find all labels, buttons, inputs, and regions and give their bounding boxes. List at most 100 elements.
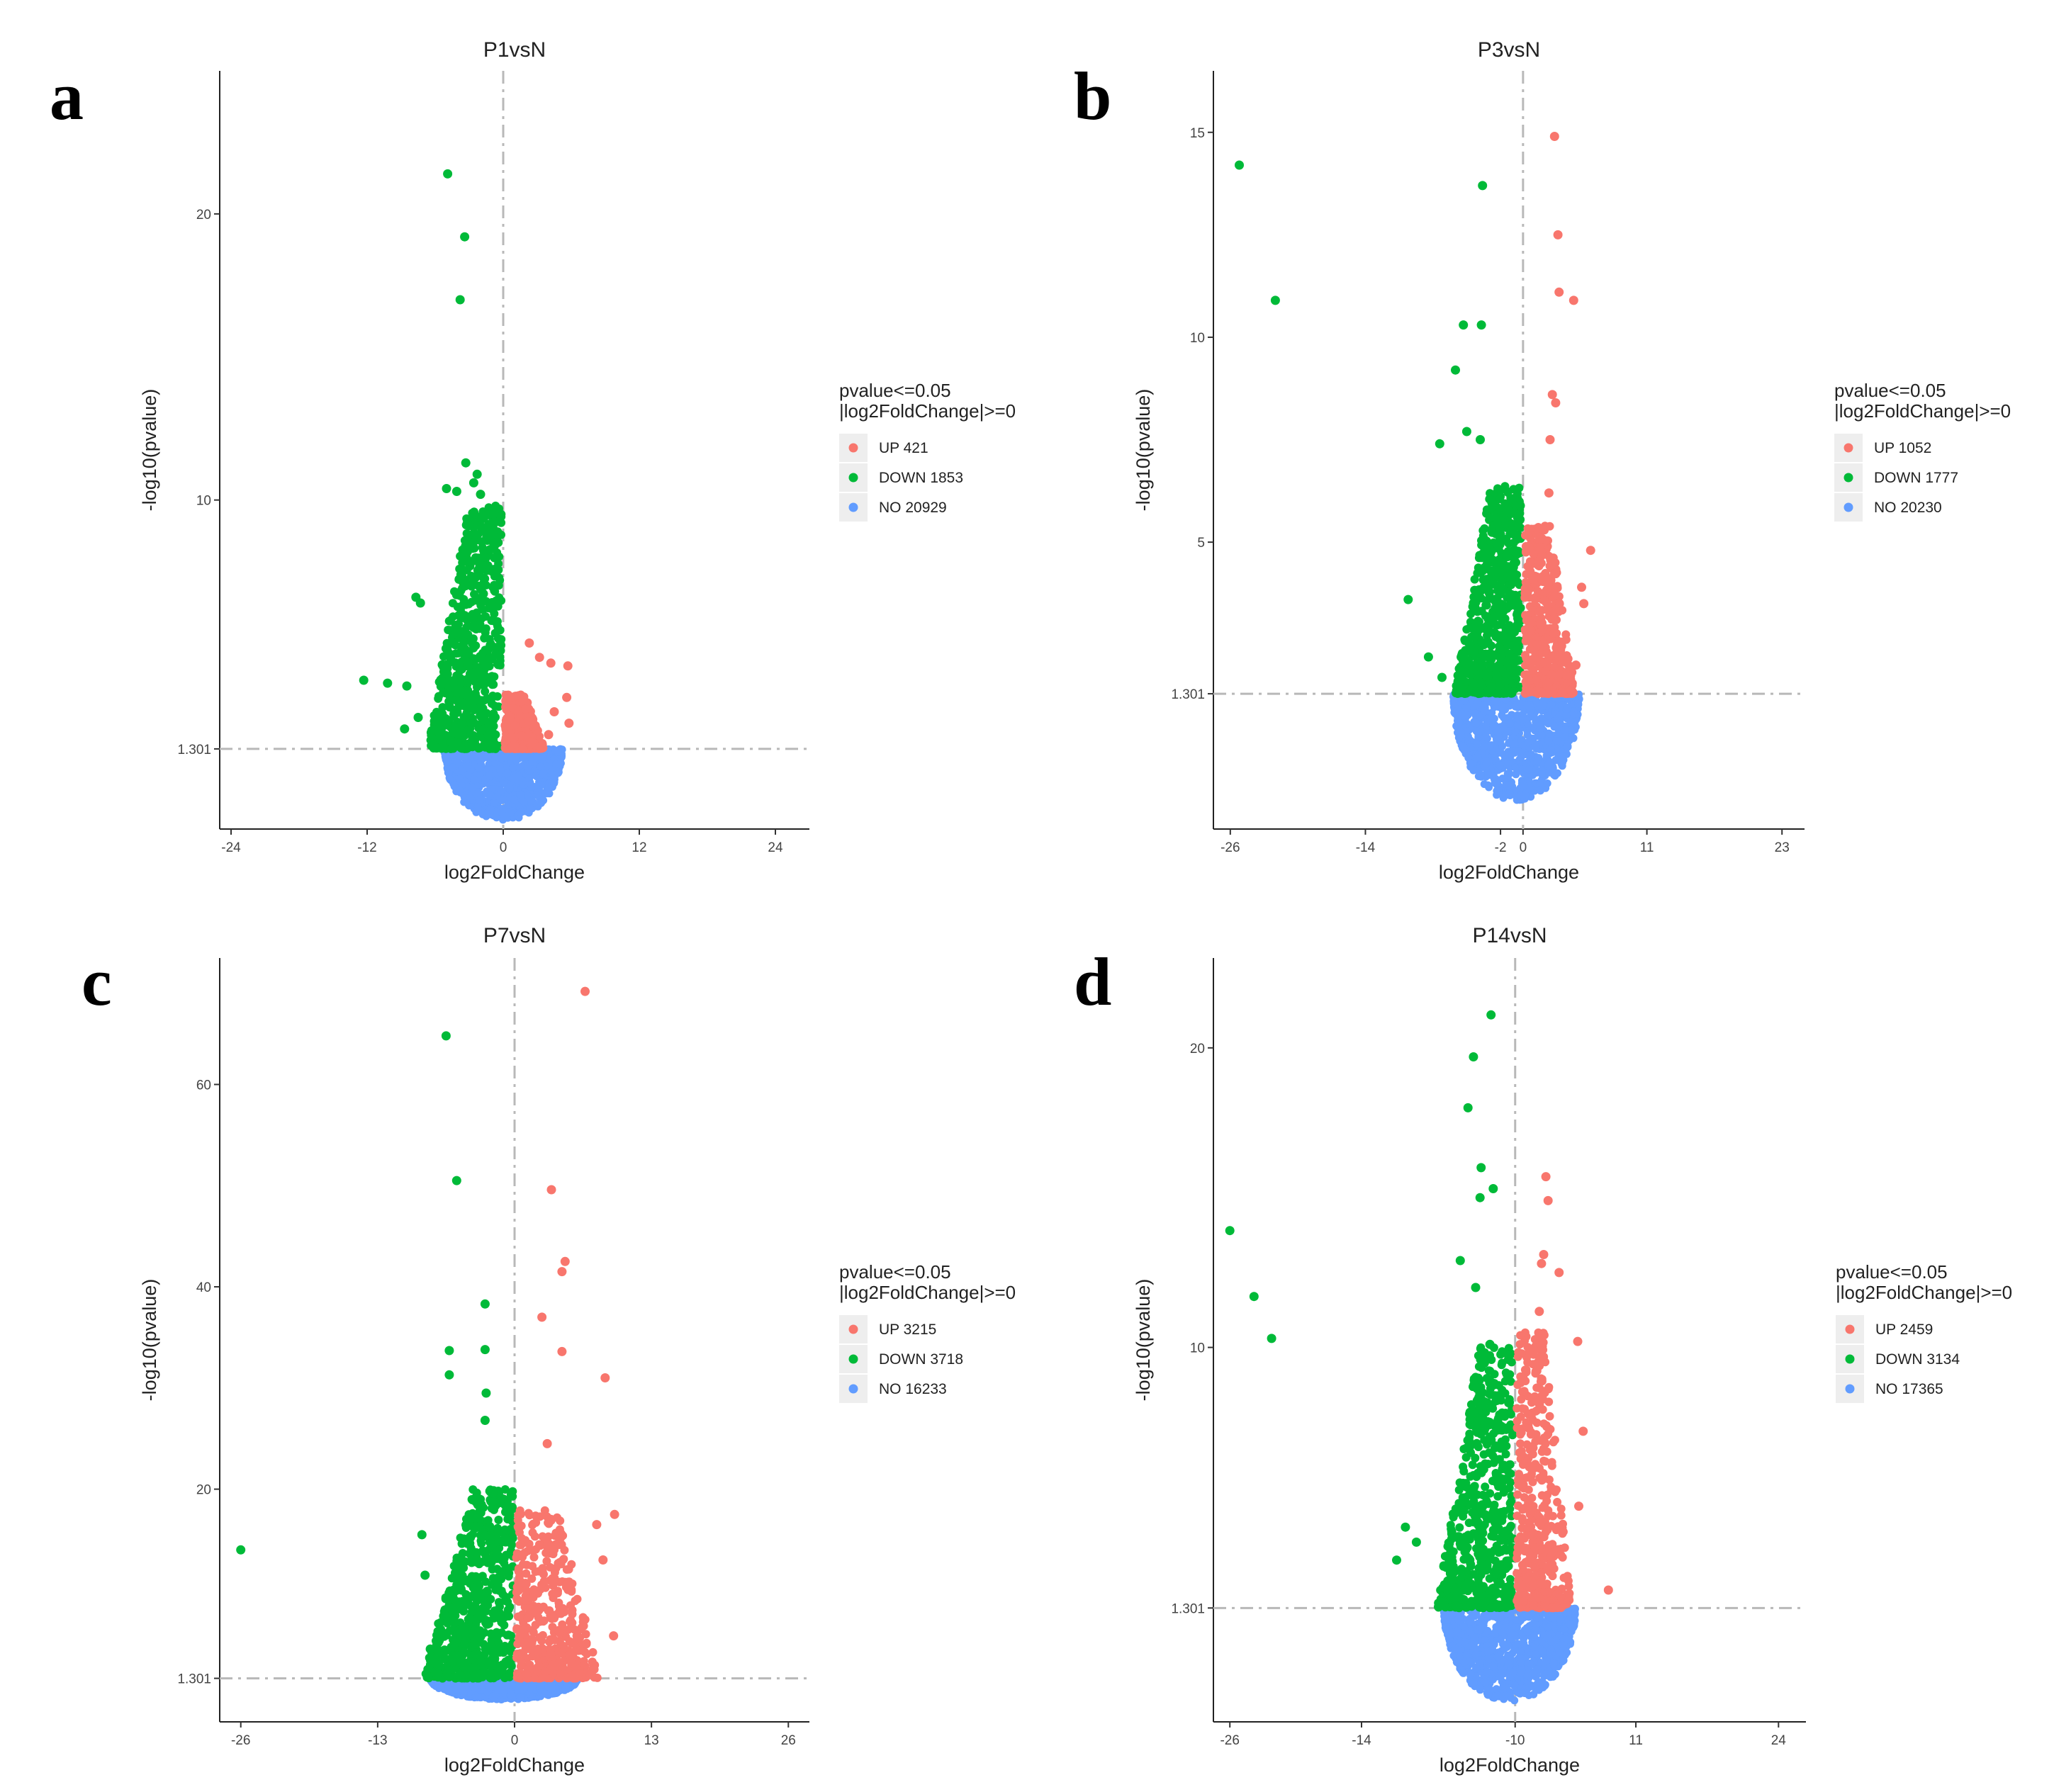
- point-no: [1454, 719, 1463, 728]
- point-no: [512, 756, 521, 765]
- point-up: [1549, 570, 1559, 579]
- point-down-outlier: [1451, 365, 1460, 375]
- point-down: [497, 530, 505, 539]
- y-tick-label: 10: [1190, 331, 1205, 346]
- point-down-outlier: [1476, 320, 1486, 330]
- point-down: [469, 697, 478, 706]
- y-tick-label: 1.301: [177, 743, 211, 757]
- point-down: [1484, 586, 1493, 595]
- point-down-outlier: [461, 458, 471, 468]
- y-tick-label: 20: [196, 208, 211, 222]
- point-down: [1496, 646, 1505, 655]
- point-no: [1482, 721, 1491, 730]
- point-down: [477, 537, 486, 546]
- point-down: [481, 687, 490, 696]
- point-down: [449, 678, 459, 687]
- point-down: [481, 580, 490, 590]
- point-down: [1477, 585, 1486, 594]
- point-up: [510, 721, 520, 730]
- point-down-outlier: [1437, 672, 1447, 682]
- point-no: [1543, 779, 1551, 787]
- point-down: [461, 582, 470, 591]
- y-tick-label: 1.301: [177, 1672, 211, 1687]
- point-no: [486, 791, 495, 800]
- point-down: [439, 715, 448, 724]
- point-no: [541, 1689, 549, 1698]
- point-no: [539, 769, 548, 777]
- point-up: [1528, 666, 1537, 675]
- point-down: [483, 738, 492, 748]
- point-up: [1532, 640, 1542, 649]
- point-up: [1550, 592, 1559, 601]
- chart-title: P1vsN: [483, 38, 546, 62]
- point-up: [1540, 658, 1549, 667]
- point-down: [444, 626, 453, 634]
- point-up: [1534, 557, 1543, 565]
- legend: pvalue<=0.05|log2FoldChange|>=0UP 1052DO…: [1834, 380, 2011, 522]
- point-up-outlier: [549, 707, 559, 716]
- point-no: [1536, 787, 1544, 795]
- point-down: [1501, 677, 1510, 686]
- point-down: [471, 736, 480, 745]
- legend-swatch: [848, 502, 858, 512]
- point-no: [1493, 787, 1501, 795]
- point-down-outlier: [442, 484, 451, 493]
- x-tick-label: -24: [221, 840, 241, 855]
- legend-swatch: [1843, 443, 1853, 453]
- point-down: [467, 582, 476, 591]
- point-down: [491, 730, 500, 739]
- point-no: [1564, 703, 1572, 711]
- point-down: [493, 624, 503, 633]
- series-up: [500, 690, 548, 753]
- legend-swatch: [1843, 502, 1853, 512]
- point-down-outlier: [359, 675, 369, 685]
- point-no: [473, 806, 482, 814]
- point-up-outlier: [1577, 582, 1586, 592]
- point-no: [466, 794, 475, 802]
- point-no: [446, 775, 454, 784]
- series-down: [1452, 482, 1525, 699]
- legend-swatch: [848, 473, 858, 483]
- point-down: [433, 743, 442, 753]
- panel-letter: b: [1074, 58, 1111, 134]
- point-no: [527, 780, 534, 789]
- point-no: [1525, 704, 1534, 712]
- point-no: [464, 762, 471, 770]
- point-down-outlier: [455, 295, 465, 305]
- y-tick-label: 5: [1197, 536, 1205, 551]
- y-axis-label: -log10(pvalue): [139, 1279, 160, 1402]
- point-down: [485, 662, 494, 671]
- x-tick-label: 13: [644, 1733, 659, 1748]
- point-no: [1462, 704, 1471, 713]
- point-no: [503, 770, 511, 778]
- point-down: [1485, 495, 1494, 504]
- point-up: [517, 731, 526, 740]
- point-no: [1553, 714, 1561, 723]
- point-down: [1499, 632, 1508, 641]
- point-down: [463, 704, 472, 713]
- point-no: [537, 762, 545, 771]
- point-down: [459, 712, 468, 721]
- point-up: [521, 704, 530, 714]
- point-no: [538, 797, 546, 805]
- point-up: [1538, 524, 1547, 534]
- point-no: [1473, 740, 1481, 748]
- point-no: [1505, 789, 1514, 797]
- point-no: [554, 748, 562, 756]
- point-no: [1550, 723, 1559, 731]
- x-tick-label: -12: [357, 840, 376, 855]
- point-down: [442, 638, 451, 648]
- point-up-outlier: [544, 730, 554, 740]
- x-tick-label: -26: [231, 1733, 250, 1748]
- point-down: [480, 656, 489, 665]
- point-up: [1544, 580, 1553, 589]
- point-down: [1478, 526, 1488, 535]
- point-no: [1558, 758, 1566, 767]
- point-down: [443, 670, 452, 679]
- point-down: [1496, 653, 1505, 663]
- point-down: [468, 623, 478, 632]
- point-down: [495, 653, 505, 662]
- point-down: [464, 692, 473, 701]
- y-tick-label: 40: [196, 1280, 211, 1295]
- point-up: [1525, 557, 1534, 566]
